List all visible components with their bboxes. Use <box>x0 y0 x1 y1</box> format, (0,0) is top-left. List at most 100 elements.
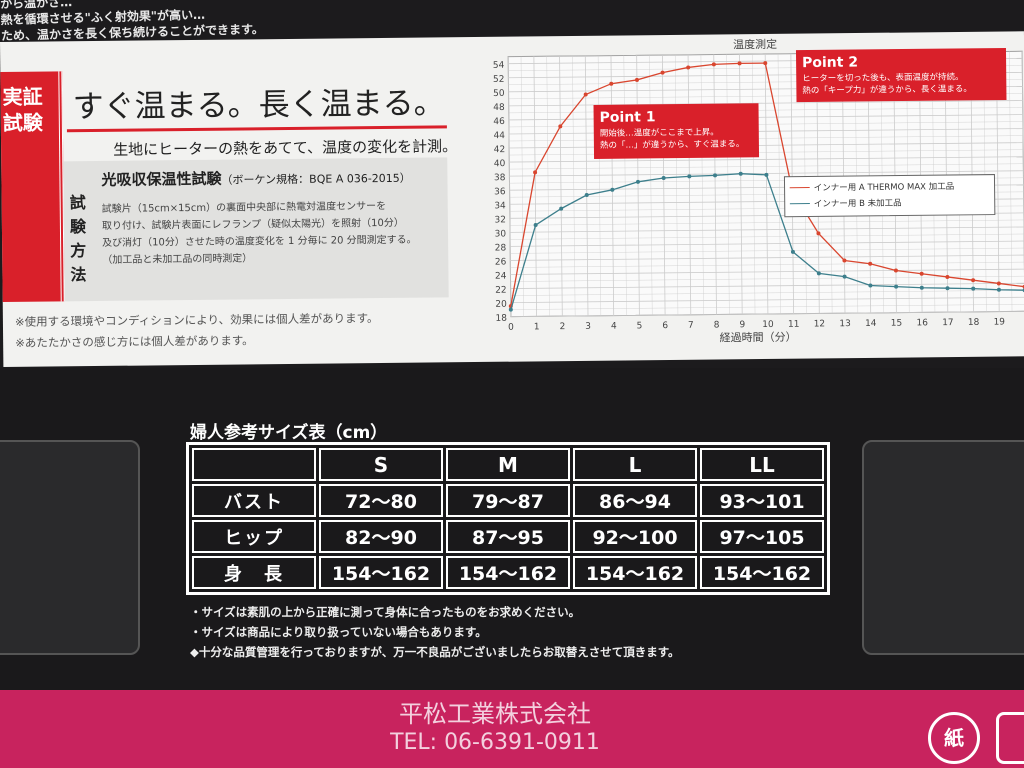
data-point <box>868 283 873 288</box>
data-point <box>737 61 742 66</box>
test-standard: （ボーケン規格：BQE A 036-2015） <box>221 171 411 187</box>
data-point <box>894 284 899 289</box>
legend-box <box>783 174 996 218</box>
data-point <box>661 176 666 181</box>
size-table: S M L LL バスト 72〜80 79〜87 86〜94 93〜101 ヒップ 8… <box>186 442 830 595</box>
x-tick-label: 17 <box>942 318 954 328</box>
annotation-text: ヒーターを切った後も、表面温度が持続。 <box>802 71 963 84</box>
notes: ※使用する環境やコンディションにより、効果には個人差があります。 ※あたたかさの… <box>15 308 379 354</box>
x-tick-label: 11 <box>788 320 800 330</box>
y-tick-label: 36 <box>494 187 506 197</box>
y-tick-label: 30 <box>495 229 507 239</box>
grid-line <box>1009 51 1013 312</box>
grid-line <box>510 226 1024 233</box>
data-point <box>971 286 976 291</box>
grid-line <box>546 56 550 317</box>
cell: 72〜80 <box>319 484 443 517</box>
data-point <box>738 171 743 176</box>
column-header: LL <box>700 448 824 481</box>
grid-line <box>572 56 576 316</box>
grid-line <box>752 54 756 315</box>
data-point <box>919 285 924 290</box>
x-tick-label: 14 <box>865 319 877 329</box>
table-row: 身 長 154〜162 154〜162 154〜162 154〜162 <box>192 556 824 589</box>
grid-line <box>510 282 1024 289</box>
cell: 82〜90 <box>319 520 443 553</box>
column-header: L <box>573 448 697 481</box>
annotation-text: 熱の「…」が違うから、すぐ温まる。 <box>600 138 745 151</box>
grid-line <box>509 219 1024 226</box>
x-tick-label: 12 <box>814 319 826 329</box>
table-row: ヒップ 82〜90 87〜95 92〜100 97〜105 <box>192 520 824 553</box>
data-point <box>686 65 691 70</box>
grid-line <box>510 247 1024 254</box>
phone-number: TEL: 06-6391-0911 <box>390 730 600 755</box>
data-point <box>971 278 976 283</box>
test-name: 光吸収保温性試験（ボーケン規格：BQE A 036-2015） <box>101 166 411 190</box>
data-point <box>713 173 718 178</box>
column-header: M <box>446 448 570 481</box>
grid-line <box>559 56 563 317</box>
table-header: S M L LL <box>192 448 824 481</box>
plastic-recycle-icon <box>996 712 1024 764</box>
data-point <box>558 124 563 129</box>
grid-line <box>510 290 1024 296</box>
grid-line <box>510 296 1024 304</box>
y-tick-label: 28 <box>495 243 507 253</box>
grid-line <box>510 268 1024 275</box>
y-tick-label: 42 <box>494 145 506 155</box>
x-tick-label: 5 <box>637 321 643 331</box>
data-point <box>584 192 589 197</box>
grid-line <box>726 54 730 315</box>
x-tick-label: 13 <box>839 319 851 329</box>
y-tick-label: 32 <box>494 215 506 225</box>
grid-line <box>675 54 679 315</box>
data-point <box>945 274 950 279</box>
row-label: バスト <box>192 484 316 517</box>
data-point <box>842 274 847 279</box>
note: ※使用する環境やコンディションにより、効果には個人差があります。 <box>14 311 379 329</box>
y-tick-label: 50 <box>493 89 505 99</box>
pink-band <box>0 690 1024 768</box>
legend-label: インナー用 B 未加工品 <box>814 198 902 210</box>
grid-line <box>510 254 1024 261</box>
x-tick-label: 1 <box>534 322 540 332</box>
row-label: ヒップ <box>192 520 316 553</box>
grid-line <box>739 54 743 315</box>
size-note: ◆十分な品質管理を行っておりますが、万一不良品がございましたらお取替えさせて頂き… <box>190 645 680 659</box>
y-tick-label: 22 <box>495 286 507 296</box>
column-header: S <box>319 448 443 481</box>
y-tick-label: 38 <box>494 173 506 183</box>
legend-label: インナー用 A THERMO MAX 加工品 <box>814 181 955 193</box>
y-tick-label: 26 <box>495 257 507 267</box>
annotation-box <box>795 47 1007 103</box>
data-point <box>763 61 768 66</box>
data-point <box>687 174 692 179</box>
data-point <box>996 281 1001 286</box>
grid-line <box>597 55 602 316</box>
row-label: 身 長 <box>192 556 316 589</box>
x-tick-label: 2 <box>559 322 565 332</box>
data-point <box>610 187 615 192</box>
annotation-title: Point 2 <box>802 55 858 72</box>
cell: 87〜95 <box>446 520 570 553</box>
annotation-box <box>593 103 760 159</box>
cell: 154〜162 <box>700 556 824 589</box>
x-tick-label: 6 <box>662 321 668 331</box>
cell: 79〜87 <box>446 484 570 517</box>
grid-line <box>510 240 1024 247</box>
y-tick-label: 48 <box>493 103 505 113</box>
desc-line: （加工品と未加工品の同時測定） <box>102 253 253 266</box>
cell: 154〜162 <box>446 556 570 589</box>
x-tick-label: 15 <box>891 319 903 329</box>
size-note: ・サイズは素肌の上から正確に測って身体に合ったものをお求めください。 <box>190 605 581 619</box>
data-point <box>711 62 716 67</box>
grid-line <box>510 261 1024 268</box>
grid-line <box>661 55 666 316</box>
grid-line <box>509 163 1024 170</box>
cell: 93〜101 <box>700 484 824 517</box>
y-tick-label: 34 <box>494 201 506 211</box>
x-axis-label: 経過時間（分） <box>720 331 797 345</box>
data-point <box>868 261 873 266</box>
